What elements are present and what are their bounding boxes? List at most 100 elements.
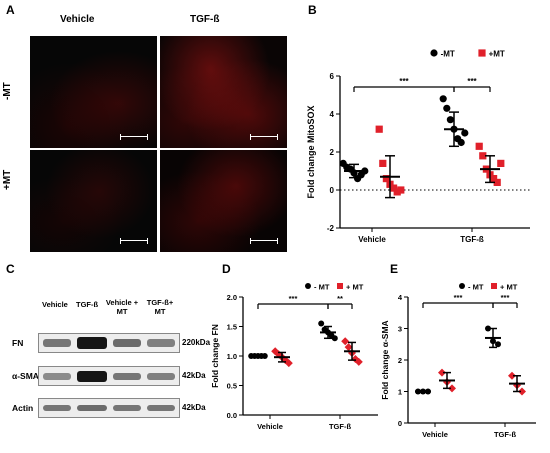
scale-bar <box>250 134 278 140</box>
data-point <box>375 125 383 133</box>
x-tick-label: TGF-ß <box>494 430 516 439</box>
significance-label: *** <box>467 77 477 86</box>
y-tick-label: -2 <box>327 224 335 233</box>
band-asma-vehicle <box>43 373 71 380</box>
data-point <box>495 341 501 348</box>
panel-a-row-plus-mt: +MT <box>2 169 13 190</box>
data-point <box>439 95 447 103</box>
legend-label: - MT <box>314 283 330 292</box>
lane-label-tgfb-mt: TGF-ß+ MT <box>146 298 174 316</box>
scale-bar <box>120 238 148 244</box>
data-point <box>508 371 516 380</box>
size-label-fn: 220kDa <box>182 338 211 347</box>
band-fn-tgfb-mt <box>147 339 175 347</box>
legend-marker <box>459 283 465 289</box>
scale-bar <box>250 238 278 244</box>
band-asma-tgfb <box>77 371 107 382</box>
chart-asma: 0 1 2 3 4 Fold change α-SMA Vehicle TGF-ß *** ***… <box>380 283 536 439</box>
band-fn-vehicle-mt <box>113 339 141 347</box>
blot-row-label-actin: Actin <box>12 403 34 413</box>
blot-actin <box>38 398 180 418</box>
legend-label: + MT <box>500 283 518 292</box>
y-tick-label: 2.0 <box>227 293 237 302</box>
micrograph-tgfb-minus-mt <box>160 36 287 148</box>
panel-b-label: B <box>308 3 317 17</box>
lane-label-tgfb: TGF-ß <box>76 300 99 309</box>
significance-label: *** <box>454 293 463 302</box>
y-tick-label: 1.5 <box>227 323 237 332</box>
data-point <box>461 129 469 137</box>
data-point <box>390 184 398 192</box>
legend-marker <box>337 283 343 289</box>
significance-label: *** <box>501 293 510 302</box>
band-asma-vehicle-mt <box>113 373 141 380</box>
data-point <box>271 347 280 356</box>
legend-label: -MT <box>441 50 455 59</box>
panel-a-row-minus-mt: -MT <box>2 82 13 100</box>
data-point <box>479 152 487 160</box>
data-point <box>382 175 390 183</box>
y-tick-label: 4 <box>398 293 403 302</box>
band-actin-tgfb <box>77 405 107 411</box>
band-actin-vehicle <box>43 405 71 411</box>
band-asma-tgfb-mt <box>147 373 175 380</box>
legend-label: +MT <box>489 50 505 59</box>
panel-c-label: C <box>6 262 15 276</box>
y-tick-label: 0.5 <box>227 382 237 391</box>
data-point <box>344 343 353 352</box>
band-actin-tgfb-mt <box>147 405 175 411</box>
y-tick-label: 1.0 <box>227 352 237 361</box>
x-tick-label: Vehicle <box>257 422 283 431</box>
y-tick-label: 6 <box>330 72 335 81</box>
x-tick-label: TGF-ß <box>460 235 484 244</box>
data-point <box>361 167 369 175</box>
y-tick-label: 0.0 <box>227 411 237 420</box>
lane-label-vehicle: Vehicle <box>42 300 68 309</box>
y-axis-label: Fold change α-SMA <box>380 320 390 399</box>
panel-d-label: D <box>222 262 231 276</box>
panel-e-label: E <box>390 262 399 276</box>
data-point <box>490 175 498 183</box>
scale-bar <box>120 134 148 140</box>
x-tick-label: Vehicle <box>358 235 386 244</box>
panel-a-col-tgfb: TGF-ß <box>190 14 220 25</box>
chart-fn: 0.0 0.5 1.0 1.5 2.0 Fold change FN Vehicle TGF-… <box>210 283 378 431</box>
y-axis-label: Fold change MitoSOX <box>306 105 316 198</box>
panel-a-label: A <box>6 3 15 17</box>
y-tick-label: 2 <box>330 148 335 157</box>
legend-marker <box>491 283 497 289</box>
y-axis-label: Fold change FN <box>210 324 220 388</box>
x-tick-label: TGF-ß <box>329 422 351 431</box>
lane-label-vehicle-mt: Vehicle + MT <box>105 298 139 316</box>
size-label-actin: 42kDa <box>182 403 206 412</box>
data-point <box>438 368 446 377</box>
data-point <box>485 325 491 332</box>
data-point <box>351 354 360 363</box>
data-point <box>518 387 526 396</box>
data-point <box>446 116 454 124</box>
y-tick-label: 0 <box>330 186 335 195</box>
band-fn-tgfb <box>77 337 107 349</box>
y-tick-label: 2 <box>398 356 402 365</box>
data-point <box>497 159 505 167</box>
blot-fn <box>38 333 180 353</box>
y-tick-label: 1 <box>398 388 402 397</box>
data-point <box>341 337 350 346</box>
data-point <box>475 142 483 150</box>
data-point <box>318 320 325 327</box>
data-point <box>331 335 338 342</box>
x-tick-label: Vehicle <box>422 430 448 439</box>
significance-label: ** <box>337 294 343 303</box>
micrograph-vehicle-minus-mt <box>30 36 157 148</box>
data-point <box>397 186 405 194</box>
data-point <box>457 138 465 147</box>
legend-marker <box>430 49 438 57</box>
band-fn-vehicle <box>43 339 71 347</box>
legend-marker <box>478 49 486 57</box>
blot-row-label-fn: FN <box>12 338 24 348</box>
micrograph-tgfb-plus-mt <box>160 150 287 252</box>
band-actin-vehicle-mt <box>113 405 141 411</box>
size-label-asma: 42kDa <box>182 371 206 380</box>
micrograph-vehicle-plus-mt <box>30 150 157 252</box>
significance-label: *** <box>289 294 298 303</box>
